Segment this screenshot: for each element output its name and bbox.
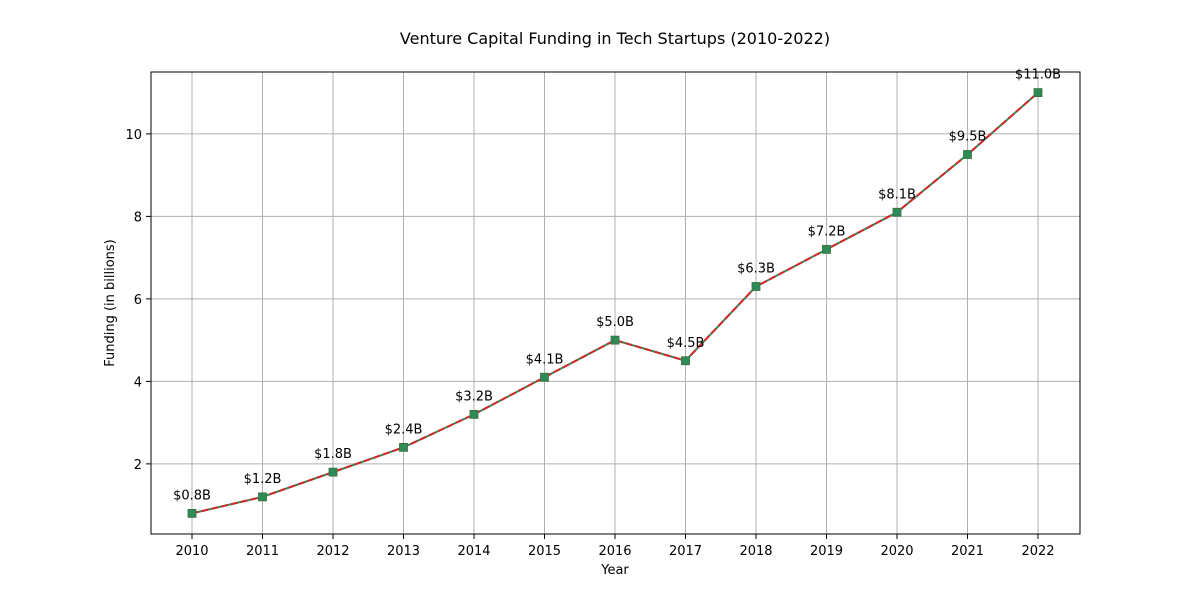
data-label: $2.4B xyxy=(385,422,423,437)
data-point-marker xyxy=(399,442,408,452)
data-point-marker xyxy=(540,372,549,382)
x-axis-label: Year xyxy=(600,563,629,578)
x-tick-label: 2022 xyxy=(1021,544,1054,559)
data-point-marker xyxy=(328,467,338,477)
data-point-marker xyxy=(610,335,620,345)
x-tick-label: 2020 xyxy=(880,544,913,559)
x-tick-label: 2011 xyxy=(246,544,279,559)
data-labels: $0.8B $1.2B $1.8B $2.4B $3.2B $4.1B $5.0B $4.5B… xyxy=(173,68,1061,504)
x-tick-label: 2014 xyxy=(457,544,490,559)
data-label: $4.5B xyxy=(667,336,705,351)
x-tick-label: 2021 xyxy=(951,544,984,559)
data-point-marker xyxy=(258,492,267,502)
data-label: $6.3B xyxy=(737,262,775,277)
data-point-marker xyxy=(187,508,197,518)
data-label: $9.5B xyxy=(949,130,987,145)
y-axis-label: Funding (in billions) xyxy=(103,239,118,367)
x-axis-ticks: 2010 2011 2012 2013 2014 2015 2016 2017 2018 2019… xyxy=(175,534,1055,559)
x-tick-label: 2016 xyxy=(598,544,631,559)
data-label: $1.8B xyxy=(314,447,352,462)
data-label: $7.2B xyxy=(808,224,846,239)
data-point-marker xyxy=(1033,88,1043,98)
x-tick-label: 2013 xyxy=(387,544,420,559)
chart-title: Venture Capital Funding in Tech Startups… xyxy=(400,29,830,48)
y-tick-label: 8 xyxy=(134,210,142,225)
data-label: $8.1B xyxy=(878,187,916,202)
y-tick-label: 10 xyxy=(125,128,142,143)
data-point-marker xyxy=(681,356,690,366)
y-axis-ticks: 2 4 6 8 10 xyxy=(125,128,151,473)
data-point-marker xyxy=(963,150,972,159)
data-point-marker xyxy=(751,282,761,291)
x-tick-label: 2010 xyxy=(175,544,208,559)
x-tick-label: 2015 xyxy=(528,544,561,559)
data-label: $5.0B xyxy=(596,315,634,330)
y-tick-label: 4 xyxy=(134,375,142,390)
data-label: $11.0B xyxy=(1015,68,1061,83)
x-tick-label: 2019 xyxy=(810,544,843,559)
x-tick-label: 2018 xyxy=(739,544,772,559)
series-funding xyxy=(187,88,1043,518)
y-tick-label: 2 xyxy=(134,458,142,473)
data-label: $3.2B xyxy=(455,389,493,404)
grid xyxy=(151,72,1080,534)
data-label: $0.8B xyxy=(173,488,211,503)
x-tick-label: 2017 xyxy=(669,544,702,559)
y-tick-label: 6 xyxy=(134,293,142,308)
data-label: $4.1B xyxy=(526,352,564,367)
x-tick-label: 2012 xyxy=(316,544,349,559)
data-point-marker xyxy=(469,409,479,419)
data-point-marker xyxy=(822,244,831,254)
data-label: $1.2B xyxy=(244,472,282,487)
data-point-marker xyxy=(892,207,902,217)
